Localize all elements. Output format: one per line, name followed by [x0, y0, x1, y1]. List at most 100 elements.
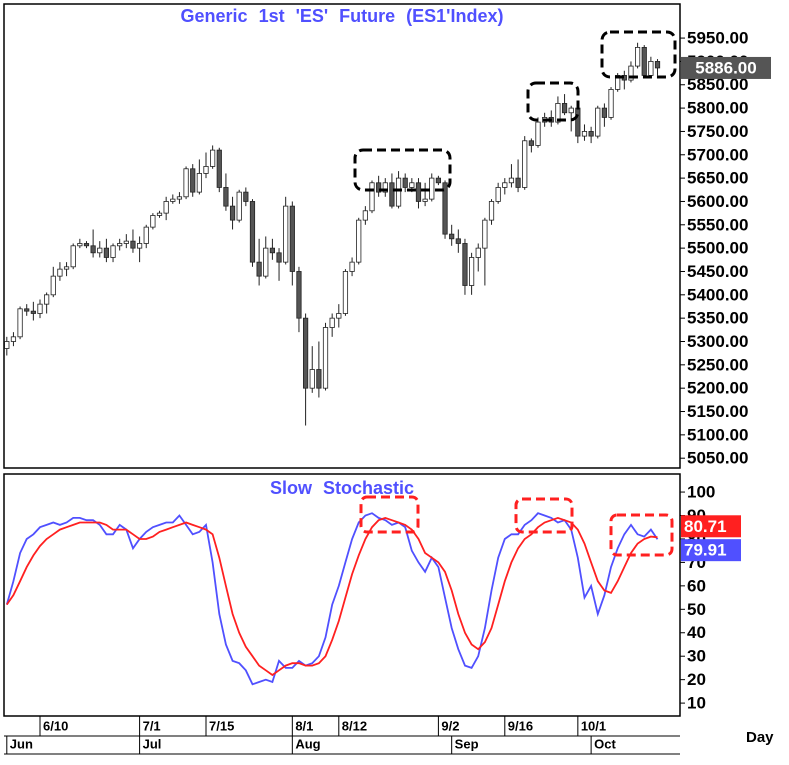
y-tick-label: 5700.00: [687, 145, 748, 164]
stochastic-line: [6, 516, 658, 677]
month-label: Oct: [594, 736, 616, 751]
y-tick-label: 5250.00: [687, 355, 748, 374]
candle-body: [309, 369, 315, 389]
y-tick-label: 20: [687, 670, 706, 689]
candle-body: [349, 261, 355, 272]
candle-body: [190, 168, 196, 193]
candle-body: [641, 47, 647, 76]
candle-body: [150, 215, 156, 228]
price-panel: [3, 3, 681, 469]
candle-body: [136, 243, 143, 249]
candle-body: [296, 271, 302, 319]
candle-body: [63, 266, 70, 270]
candle-body: [283, 205, 289, 263]
candle-body: [389, 182, 395, 207]
candle-body: [196, 173, 202, 193]
y-tick-label: 5800.00: [687, 99, 748, 118]
candle-body: [376, 182, 382, 193]
chart-title: Generic 1st 'ES' Future (ES1'Index): [181, 6, 504, 26]
last-price-box: [681, 56, 771, 79]
y-tick-label: 5950.00: [687, 29, 748, 48]
highlight-box: [353, 148, 452, 192]
candle-body: [183, 168, 189, 198]
y-tick-label: 5200.00: [687, 379, 748, 398]
candle-body: [210, 149, 216, 167]
candle-body: [322, 327, 329, 389]
candle-body: [442, 182, 448, 235]
y-tick-label: 5450.00: [687, 262, 748, 281]
candle-body: [117, 243, 123, 247]
candle-body: [488, 201, 495, 221]
candle-body: [256, 261, 262, 277]
candle-body: [156, 212, 163, 216]
candle-body: [435, 177, 442, 184]
candle-body: [422, 198, 428, 202]
candle-body: [369, 182, 375, 212]
candle-body: [83, 243, 90, 247]
candle-body: [568, 107, 574, 114]
candle-body: [595, 107, 601, 137]
y-tick-label: 5400.00: [687, 285, 748, 304]
candle-body: [302, 317, 309, 389]
highlight-box: [359, 495, 420, 534]
last-value-box: [681, 539, 741, 562]
month-label: Aug: [295, 736, 320, 751]
candle-body: [362, 210, 368, 221]
last-value-label: 79.91: [684, 541, 727, 560]
candle-body: [24, 308, 30, 312]
candle-body: [654, 61, 661, 69]
candle-body: [648, 61, 654, 76]
candle-body: [276, 252, 282, 263]
y-tick-label: 40: [687, 623, 706, 642]
candle-body: [10, 336, 17, 342]
candle-body: [449, 233, 455, 240]
candle-body: [229, 205, 236, 221]
candle-body: [342, 271, 349, 314]
candle-body: [37, 303, 43, 314]
candle-body: [635, 47, 641, 67]
highlight-box: [526, 81, 580, 122]
candle-body: [601, 107, 608, 118]
candle-body: [50, 275, 56, 296]
x-tick-label: 7/15: [209, 718, 234, 733]
y-tick-label: 5100.00: [687, 425, 748, 444]
x-tick-label: 9/2: [441, 718, 459, 733]
y-tick-label: 5050.00: [687, 449, 748, 468]
x-tick-label: 8/12: [342, 718, 367, 733]
candle-body: [170, 198, 176, 202]
y-tick-label: 5150.00: [687, 402, 748, 421]
y-tick-label: 5550.00: [687, 215, 748, 234]
y-tick-label: 10: [687, 694, 706, 713]
candle-body: [289, 205, 295, 272]
candle-body: [57, 268, 63, 277]
candle-body: [482, 219, 488, 249]
candle-body: [415, 182, 422, 202]
candle-body: [90, 245, 96, 254]
candle-body: [103, 247, 109, 258]
month-label: Jun: [10, 736, 33, 751]
x-axis-label: Day: [746, 729, 774, 746]
candle-body: [263, 247, 269, 277]
candle-body: [30, 310, 36, 314]
candle-body: [382, 182, 388, 193]
y-tick-label: 30: [687, 647, 706, 666]
candle-body: [203, 166, 209, 174]
candle-body: [249, 201, 256, 263]
candle-body: [176, 196, 183, 200]
y-tick-label: 50: [687, 600, 706, 619]
candle-body: [163, 201, 169, 214]
chart-title: Slow Stochastic: [270, 478, 414, 498]
candle-body: [77, 243, 83, 247]
y-tick-label: 5750.00: [687, 122, 748, 141]
stochastic-line: [5, 512, 659, 686]
candle-body: [216, 149, 222, 188]
candle-body: [495, 187, 501, 202]
candle-body: [475, 247, 481, 258]
candle-body: [236, 191, 242, 221]
last-value-label: 80.71: [684, 517, 727, 536]
candle-body: [17, 308, 23, 338]
candle-body: [97, 247, 103, 254]
